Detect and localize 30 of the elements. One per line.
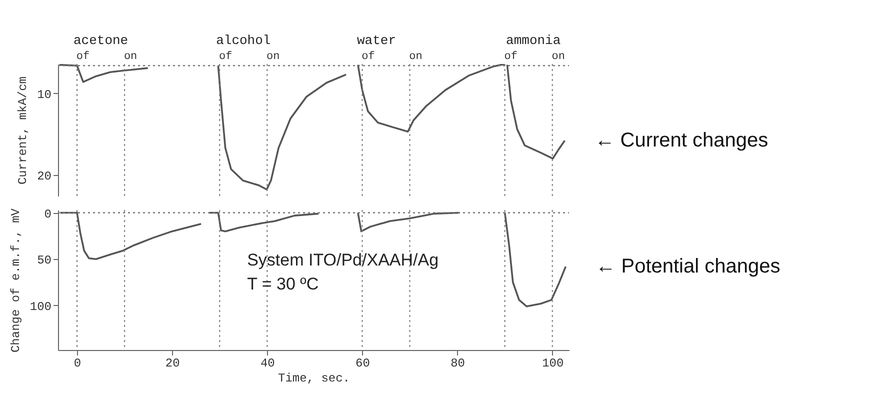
y-axis-title: Change of e.m.f., mV: [8, 208, 23, 353]
x-tick-label: 60: [356, 356, 370, 370]
y-axis-title: Current, mkA/cm: [16, 76, 30, 185]
y-tick-label: 50: [37, 254, 52, 268]
annotation: System ITO/Pd/XAAH/Ag: [247, 250, 439, 270]
annotation: ← Potential changes: [596, 256, 780, 278]
annotation: ← Current changes: [594, 130, 768, 152]
x-tick-label: 40: [260, 356, 275, 370]
y-tick-label: 10: [37, 88, 52, 102]
ref-line-label: of: [362, 51, 375, 63]
ref-line-label: on: [124, 51, 138, 63]
ref-line-label: of: [76, 51, 90, 63]
y-tick-label: 0: [44, 207, 52, 222]
annotation: acetone: [73, 33, 128, 48]
annotation: water: [356, 33, 396, 48]
ref-line-label: of: [504, 51, 518, 63]
ref-line-label: on: [266, 51, 280, 63]
x-axis-title: Time, sec.: [278, 372, 350, 386]
x-tick-label: 0: [74, 356, 82, 370]
y-tick-label: 100: [30, 300, 52, 314]
annotation: ammonia: [506, 33, 561, 48]
x-tick-label: 20: [165, 356, 180, 370]
x-tick-label: 80: [450, 356, 465, 370]
annotation: T = 30 ºC: [247, 274, 319, 294]
y-tick-label: 20: [37, 169, 52, 184]
ref-line-label: on: [409, 51, 422, 63]
ref-line-label: of: [219, 51, 232, 63]
x-tick-label: 100: [542, 356, 564, 370]
annotation: alcohol: [216, 33, 271, 48]
ref-line-label: on: [552, 51, 565, 63]
